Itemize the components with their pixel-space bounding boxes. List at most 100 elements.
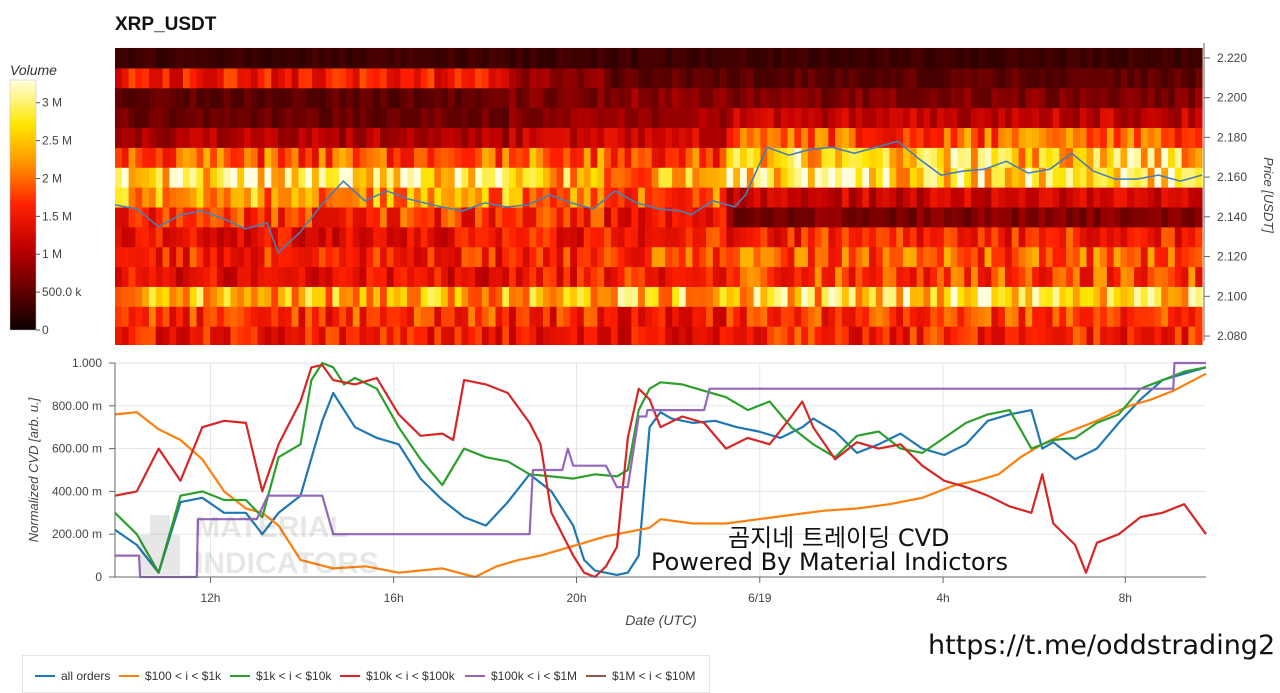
heatmap-cell bbox=[230, 266, 238, 287]
heatmap-cell bbox=[943, 306, 952, 327]
heatmap-cell bbox=[1174, 127, 1183, 148]
heatmap-cell bbox=[284, 326, 293, 345]
heatmap-cell bbox=[210, 326, 218, 345]
heatmap-cell bbox=[977, 306, 986, 327]
heatmap-cell bbox=[257, 286, 266, 307]
heatmap-cell bbox=[909, 187, 918, 208]
heatmap-cell bbox=[1025, 107, 1033, 129]
heatmap-cell bbox=[651, 206, 660, 228]
legend-item-10k-100k[interactable]: $10k < i < $100k bbox=[340, 669, 455, 683]
heatmap-cell bbox=[203, 87, 211, 109]
heatmap-cell bbox=[1140, 187, 1149, 208]
heatmap-cell bbox=[828, 286, 836, 307]
heatmap-cell bbox=[468, 167, 476, 188]
heatmap-cell bbox=[930, 147, 938, 168]
heatmap-cell bbox=[882, 47, 891, 69]
heatmap-cell bbox=[1072, 286, 1081, 307]
heatmap-cell bbox=[943, 246, 952, 268]
heatmap-cell bbox=[155, 246, 164, 268]
heatmap-cell bbox=[576, 87, 585, 109]
heatmap-cell bbox=[522, 246, 531, 268]
heatmap-cell bbox=[549, 226, 558, 248]
heatmap-cell bbox=[393, 47, 401, 69]
heatmap-cell bbox=[427, 206, 435, 228]
legend-item-100-1k[interactable]: $100 < i < $1k bbox=[119, 669, 221, 683]
heatmap-cell bbox=[624, 127, 632, 148]
heatmap-cell bbox=[624, 206, 632, 228]
heatmap-cell bbox=[869, 306, 877, 327]
heatmap-cell bbox=[509, 306, 517, 327]
heatmap-cell bbox=[536, 306, 544, 327]
heatmap-cell bbox=[821, 326, 829, 345]
heatmap-cell bbox=[176, 187, 184, 208]
heatmap-cell bbox=[923, 127, 931, 148]
heatmap-cell bbox=[916, 47, 925, 69]
heatmap-cell bbox=[1052, 107, 1060, 129]
heatmap-cell bbox=[903, 306, 911, 327]
heatmap-cell bbox=[787, 47, 795, 69]
heatmap-cell bbox=[1134, 47, 1142, 69]
heatmap-cell bbox=[753, 167, 761, 188]
heatmap-cell bbox=[447, 266, 456, 287]
heatmap-cell bbox=[529, 306, 537, 327]
heatmap-cell bbox=[685, 326, 694, 345]
heatmap-cell bbox=[841, 246, 850, 268]
heatmap-cell bbox=[210, 127, 218, 148]
heatmap-cell bbox=[291, 147, 300, 168]
legend-item-1k-10k[interactable]: $1k < i < $10k bbox=[230, 669, 331, 683]
heatmap-cell bbox=[1018, 47, 1026, 69]
heatmap-cell bbox=[128, 127, 136, 148]
heatmap-cell bbox=[257, 306, 266, 327]
heatmap-cell bbox=[740, 326, 748, 345]
heatmap-cell bbox=[386, 87, 395, 109]
heatmap-cell bbox=[407, 206, 415, 228]
legend-item-100k-1m[interactable]: $100k < i < $1M bbox=[465, 669, 577, 683]
colorbar-tick-label: 2.5 M bbox=[42, 134, 72, 148]
heatmap-cell bbox=[468, 47, 476, 69]
heatmap-cell bbox=[529, 47, 537, 69]
heatmap-cell bbox=[196, 127, 204, 148]
heatmap-cell bbox=[155, 286, 164, 307]
legend-item-all-orders[interactable]: all orders bbox=[35, 669, 110, 683]
series-line bbox=[114, 366, 1207, 576]
heatmap-cell bbox=[1052, 147, 1060, 168]
heatmap-cell bbox=[957, 306, 965, 327]
heatmap-cell bbox=[651, 47, 660, 69]
heatmap-cell bbox=[1147, 127, 1156, 148]
heatmap-cell bbox=[916, 266, 925, 287]
heatmap-cell bbox=[115, 167, 123, 188]
heatmap-cell bbox=[937, 87, 945, 109]
heatmap-cell bbox=[631, 147, 639, 168]
heatmap-cell bbox=[1134, 306, 1142, 327]
heatmap-cell bbox=[678, 226, 687, 248]
heatmap-cell bbox=[250, 187, 259, 208]
heatmap-cell bbox=[699, 127, 707, 148]
heatmap-cell bbox=[420, 87, 429, 109]
heatmap-cell bbox=[244, 167, 252, 188]
heatmap-cell bbox=[773, 226, 782, 248]
legend: all orders $100 < i < $1k $1k < i < $10k… bbox=[22, 655, 710, 693]
heatmap-cell bbox=[773, 187, 782, 208]
heatmap-cell bbox=[672, 206, 680, 228]
heatmap-cell bbox=[604, 266, 612, 287]
legend-swatch bbox=[230, 674, 250, 677]
telegram-link[interactable]: https://t.me/oddstrading2 bbox=[928, 630, 1276, 661]
heatmap-cell bbox=[393, 226, 401, 248]
heatmap-cell bbox=[223, 326, 232, 345]
heatmap-cell bbox=[685, 67, 694, 89]
heatmap-cell bbox=[325, 206, 333, 228]
heatmap-cell bbox=[332, 226, 340, 248]
heatmap-cell bbox=[488, 286, 497, 307]
legend-item-1m-10m[interactable]: $1M < i < $10M bbox=[586, 669, 695, 683]
heatmap-cell bbox=[835, 147, 843, 168]
heatmap-cell bbox=[148, 187, 157, 208]
heatmap-cell bbox=[814, 326, 823, 345]
heatmap-cell bbox=[509, 187, 517, 208]
heatmap-cell bbox=[1086, 246, 1094, 268]
heatmap-cell bbox=[264, 87, 272, 109]
heatmap-cell bbox=[746, 47, 755, 69]
heatmap-cell bbox=[210, 67, 218, 89]
heatmap-cell bbox=[835, 246, 843, 268]
heatmap-cell bbox=[1093, 107, 1101, 129]
